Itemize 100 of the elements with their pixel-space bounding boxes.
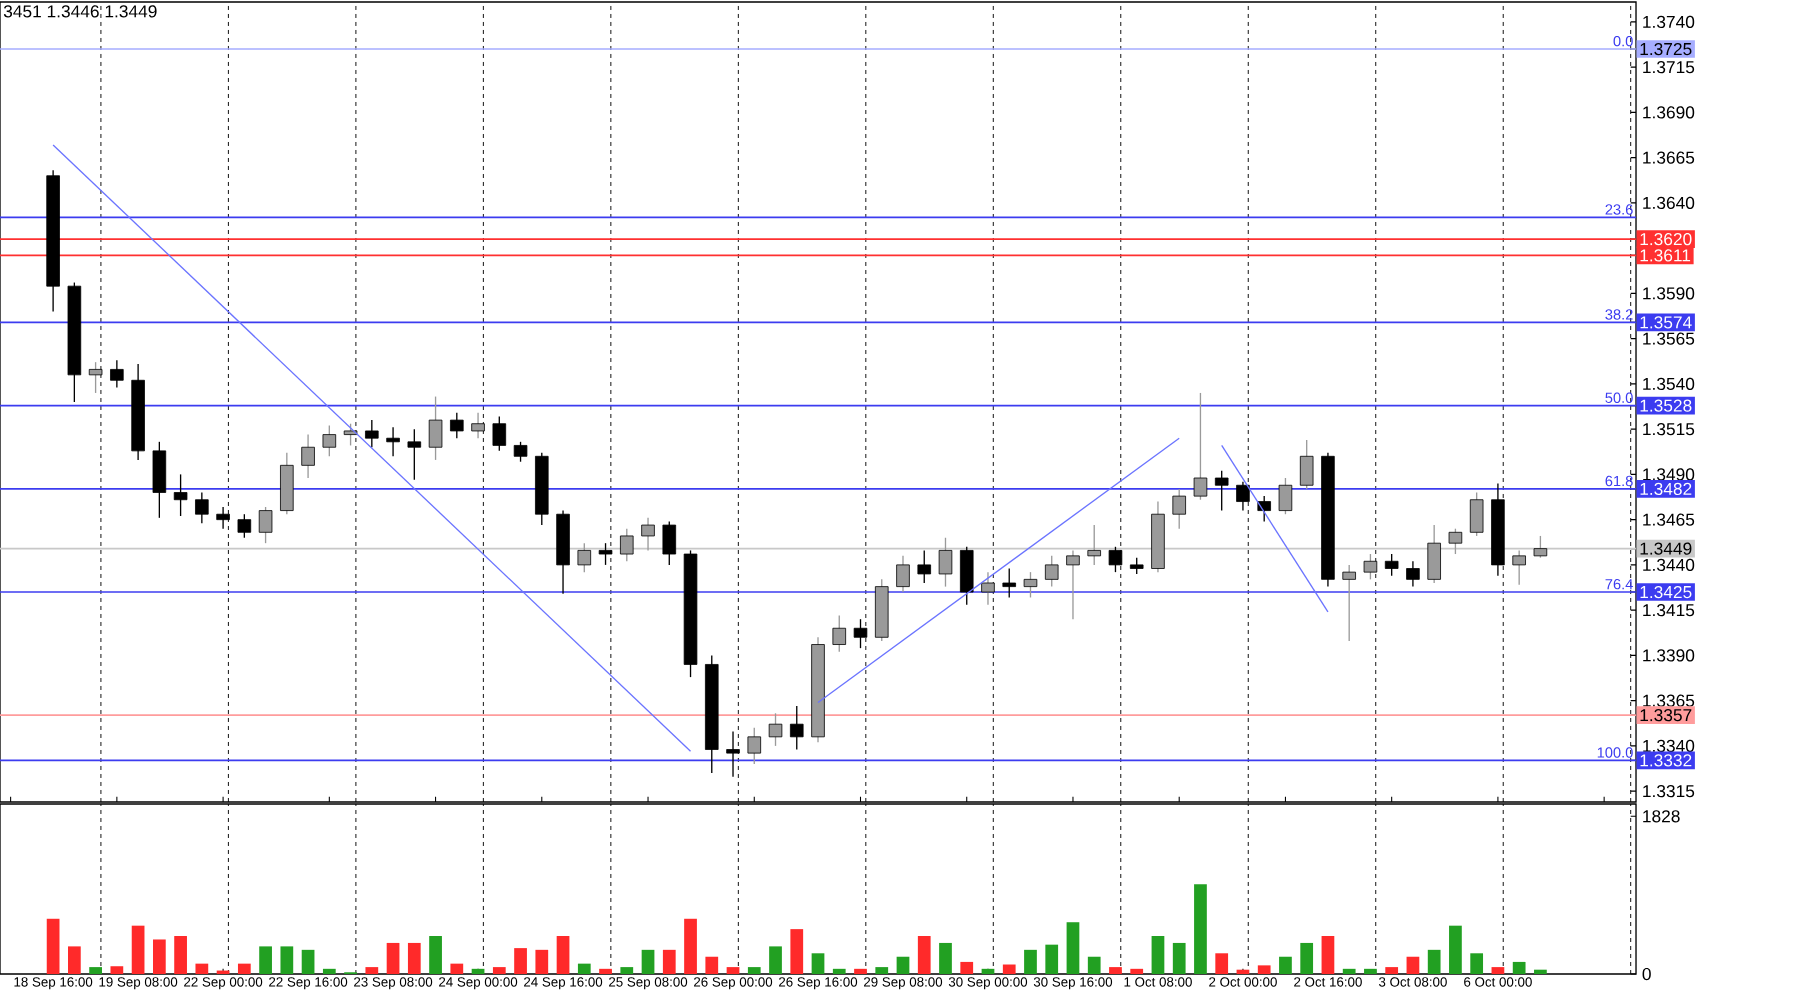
bar: [832, 968, 846, 974]
bar: [1342, 968, 1356, 974]
bar: [960, 961, 974, 974]
bar: [747, 967, 761, 974]
bar: [1427, 949, 1441, 974]
candlestick: [1448, 528, 1463, 555]
bar: [152, 939, 166, 974]
bar: [1449, 925, 1462, 974]
candlestick: [1044, 555, 1059, 588]
bar: [1024, 949, 1037, 974]
candlestick: [450, 412, 464, 439]
bar: [471, 968, 485, 974]
y-tick-label: 1.3528: [1640, 399, 1692, 412]
candlestick: [747, 727, 762, 765]
bar: [981, 968, 995, 974]
y-tick-label: 1.3540: [1643, 377, 1695, 391]
bar: [407, 942, 421, 974]
candlestick: [577, 542, 592, 573]
candlestick: [1278, 477, 1293, 515]
bar: [1130, 968, 1144, 974]
bar: [1512, 961, 1526, 974]
y-tick-label: 1828: [1643, 810, 1680, 823]
candlestick: [1469, 491, 1484, 537]
candlestick: [959, 546, 974, 606]
bar: [1257, 965, 1271, 974]
candlestick: [917, 549, 932, 584]
y-tick-label: 1.3365: [1643, 694, 1695, 707]
y-tick-label: 1.3690: [1643, 106, 1695, 119]
bar: [705, 956, 719, 974]
bar: [1066, 922, 1080, 974]
candlestick: [301, 433, 315, 479]
bar: [641, 949, 655, 974]
candlestick: [195, 491, 209, 524]
candlestick: [1342, 564, 1356, 642]
y-tick-label: 1.3715: [1643, 61, 1695, 74]
y-tick-label: 1.3611: [1640, 249, 1691, 262]
bar: [769, 946, 782, 974]
y-tick-label: 1.3415: [1643, 604, 1695, 617]
bar: [280, 946, 294, 974]
candlestick: [1023, 571, 1038, 599]
candlestick: [1214, 470, 1229, 512]
candlestick: [1427, 524, 1441, 584]
y-tick-label: 1.3665: [1643, 151, 1695, 164]
bar: [386, 942, 400, 974]
bar: [322, 968, 336, 974]
bar: [1087, 956, 1101, 974]
bar: [1109, 967, 1122, 974]
candlestick: [641, 517, 655, 552]
bar: [854, 968, 867, 974]
candlestick: [620, 528, 634, 562]
bar: [1470, 953, 1484, 974]
y-tick-label: 1.3332: [1640, 754, 1692, 767]
candlestick: [280, 452, 294, 515]
bar: [46, 918, 60, 974]
y-tick-label: 1.3515: [1643, 423, 1695, 436]
candlestick: [1002, 567, 1016, 599]
y-tick-label: 1.3590: [1643, 287, 1695, 300]
y-tick-label: 1.3440: [1643, 558, 1695, 572]
bar: [110, 966, 124, 974]
bar: [811, 953, 825, 974]
candlestick: [428, 395, 443, 461]
bar: [237, 963, 251, 974]
candlestick: [173, 473, 188, 517]
bar: [67, 946, 81, 974]
candlestick: [789, 705, 804, 751]
candlestick: [258, 506, 273, 544]
y-tick-label: 1.3340: [1643, 739, 1695, 753]
candlestick: [110, 359, 124, 389]
candlestick: [365, 419, 379, 448]
candlestick: [386, 426, 400, 457]
y-tick-label: 1.3482: [1640, 482, 1692, 496]
bar: [896, 956, 910, 974]
candlestick: [492, 415, 507, 452]
bar: [1194, 884, 1207, 974]
y-tick-label: 1.3465: [1643, 513, 1695, 526]
candlestick: [1384, 553, 1399, 577]
candlestick: [938, 537, 953, 588]
bar: [1321, 936, 1335, 974]
bar: [535, 949, 549, 974]
candlestick: [322, 424, 337, 457]
bar: [1406, 956, 1420, 974]
bar: [450, 963, 464, 974]
candlestick: [1066, 549, 1080, 620]
bar: [1364, 968, 1377, 974]
y-tick-label: 1.3620: [1640, 232, 1692, 246]
candlestick: [1257, 495, 1271, 523]
y-tick-label: 1.3449: [1640, 542, 1692, 555]
candlestick: [832, 614, 847, 653]
bar: [1300, 942, 1314, 974]
y-tick-label: 1.3574: [1640, 316, 1692, 329]
candlestick: [896, 555, 910, 593]
candlestick: [1406, 560, 1420, 588]
annotation: 3451 1.3446 1.3449: [3, 5, 157, 18]
y-tick-label: 1.3315: [1643, 785, 1695, 798]
bar: [1385, 967, 1399, 974]
bar: [514, 948, 527, 974]
y-tick-label: 1.3390: [1643, 649, 1695, 662]
bar: [492, 967, 506, 974]
bar: [365, 967, 379, 974]
y-tick-label: 1.3490: [1643, 468, 1695, 481]
